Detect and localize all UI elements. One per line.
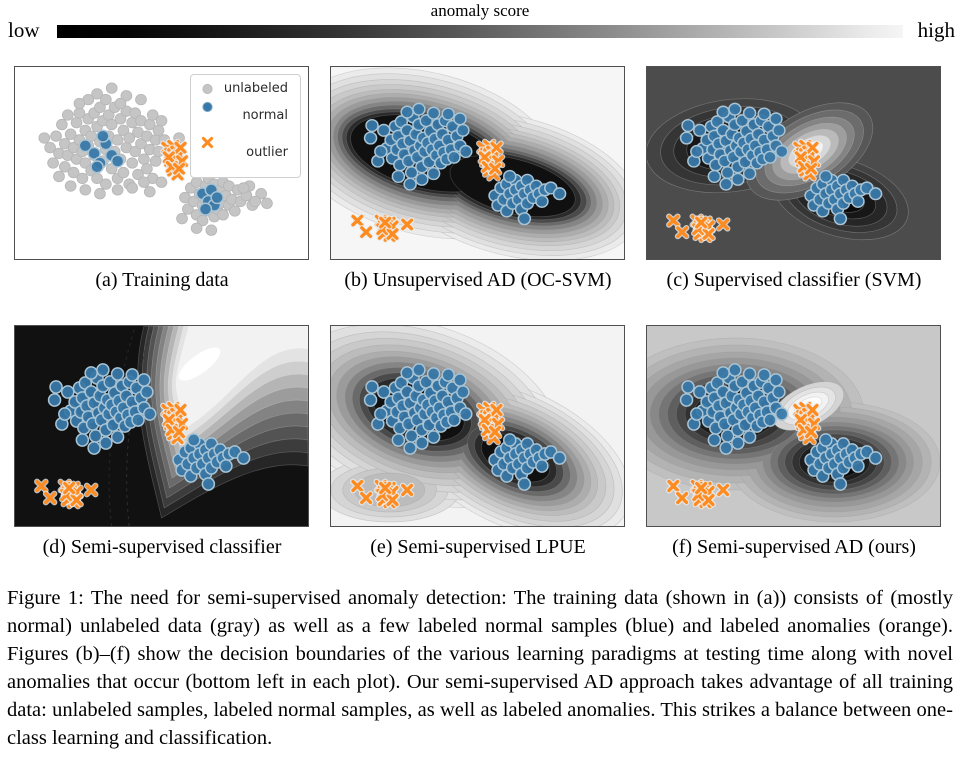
colorbar-high-label: high: [917, 18, 955, 42]
panel-f-plot: [647, 326, 940, 526]
subcaption-c: (c) Supervised classifier (SVM): [666, 269, 922, 291]
legend-item-normal: normal: [200, 100, 288, 131]
panel-d-semi-supervised-classifier: [14, 325, 309, 527]
figure-caption: Figure 1: The need for semi-supervised a…: [7, 587, 953, 749]
legend-label: normal: [242, 107, 288, 123]
normal-dot-icon: [202, 101, 213, 113]
panel-e-semi-supervised-lpue: [330, 325, 625, 527]
panel-c-plot: [647, 67, 940, 259]
colorbar-low-label: low: [8, 18, 40, 42]
legend-box: unlabeled normal outlier: [189, 74, 301, 179]
panel-f-semi-supervised-ad: [646, 325, 941, 527]
colorbar-title: anomaly score: [430, 1, 530, 20]
panel-e-plot: [331, 326, 624, 526]
panel-c-supervised-classifier: [646, 66, 941, 260]
subcaption-a: (a) Training data: [95, 269, 229, 291]
legend-item-outlier: outlier: [200, 135, 288, 170]
legend-item-unlabeled: unlabeled: [200, 82, 288, 96]
panel-a-training-data: unlabeled normal outlier: [14, 66, 309, 260]
subcaption-e: (e) Semi-supervised LPUE: [370, 536, 586, 558]
legend-label: outlier: [246, 144, 288, 160]
unlabeled-dot-icon: [202, 83, 213, 95]
colorbar-gradient: [57, 25, 903, 38]
subcaption-d: (d) Semi-supervised classifier: [42, 536, 282, 558]
legend-label: unlabeled: [223, 81, 288, 96]
subcaption-b: (b) Unsupervised AD (OC-SVM): [344, 269, 612, 291]
panel-b-plot: [331, 67, 624, 259]
outlier-x-icon: [201, 137, 213, 149]
panel-b-unsupervised-ad: [330, 66, 625, 260]
panel-d-plot: [15, 326, 308, 526]
subcaption-f: (f) Semi-supervised AD (ours): [672, 536, 916, 558]
